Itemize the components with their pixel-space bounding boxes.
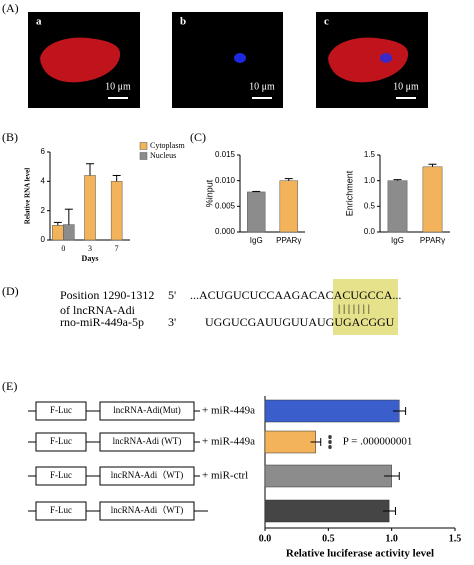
y-tick-label: 4	[41, 176, 46, 185]
bar	[264, 499, 390, 523]
position-text: Position 1290-1312	[60, 288, 154, 302]
scale-text: 10 μm	[249, 81, 275, 92]
y-tick-label: 0.000	[215, 227, 236, 236]
legend-swatch	[139, 142, 148, 150]
mirna-sequence: UGGUCGAUUGUUAUGUGACGGU	[205, 315, 395, 329]
scale-text: 10 μm	[393, 81, 419, 92]
image-bg	[172, 12, 283, 108]
x-tick-label: 3	[88, 244, 92, 253]
panel-label: (B)	[2, 130, 18, 144]
panel-label: (C)	[190, 130, 206, 144]
bar	[110, 181, 123, 241]
image-label: b	[180, 16, 186, 28]
x-tick-label: 0	[61, 244, 65, 253]
y-tick-label: 0.015	[215, 150, 236, 159]
mirna-name: rno-miR-449a-5p	[60, 315, 144, 329]
bar	[387, 180, 408, 233]
bar	[52, 225, 64, 241]
insert-label: lncRNA-Adi（WT)	[111, 470, 183, 480]
bar	[279, 180, 298, 233]
x-tick-label: 7	[115, 244, 119, 253]
panel-label: (A)	[2, 1, 19, 15]
annotation: P = .000000001	[343, 436, 413, 448]
bar	[264, 399, 400, 423]
nucleus-stain	[234, 53, 246, 63]
y-tick-label: 0.010	[215, 176, 236, 185]
end-label: 5'	[168, 288, 176, 302]
bar	[63, 224, 75, 241]
insert-label: lncRNA-Adi (WT)	[113, 436, 182, 446]
bar	[247, 191, 266, 233]
reporter-box	[35, 401, 87, 421]
panel-label: (D)	[2, 284, 19, 298]
x-tick-label: PPARγ	[276, 236, 301, 245]
x-tick-label: IgG	[391, 236, 404, 245]
cytoplasm-stain	[328, 37, 409, 83]
legend-swatch	[139, 152, 148, 160]
highlight	[333, 279, 398, 335]
y-tick-label: 0.0	[364, 227, 376, 236]
x-tick-label: 1.5	[449, 533, 462, 544]
y-tick-label: 0.005	[215, 201, 236, 210]
image-b: b 10 μm	[172, 12, 283, 108]
reporter-box	[35, 501, 87, 521]
y-tick-label: 1.0	[364, 176, 376, 185]
x-tick-label: IgG	[250, 236, 263, 245]
x-axis-label: Days	[82, 254, 99, 263]
y-tick-label: 0.5	[364, 201, 376, 210]
treatment-label: + miR-ctrl	[202, 470, 248, 482]
panel-label: (E)	[2, 379, 17, 393]
insert-label: lncRNA-Adi（WT)	[111, 505, 183, 515]
y-axis-label: Relative RNA level	[24, 168, 32, 224]
image-label: a	[36, 16, 42, 28]
y-tick-label: 2	[41, 206, 46, 215]
image-a: a 10 μm	[28, 12, 140, 108]
reporter-box	[35, 466, 87, 486]
treatment-label: + miR-449a	[202, 436, 255, 448]
x-tick-label: PPARγ	[420, 236, 445, 245]
x-tick-label: 0.5	[322, 533, 335, 544]
insert-box	[99, 401, 195, 421]
end-label: 3'	[168, 315, 176, 329]
insert-box	[99, 466, 195, 486]
x-axis-label: Relative luciferase activity level	[286, 548, 434, 560]
gene-text: of lncRNA-Adi	[60, 303, 136, 317]
treatment-label: + miR-449a	[202, 405, 255, 417]
bar	[84, 175, 96, 241]
x-tick-label: 0.0	[259, 533, 272, 544]
reporter-box	[35, 432, 87, 452]
y-tick-label: 1.5	[364, 150, 376, 159]
reporter-label: F-Luc	[50, 405, 72, 415]
pairing: | | | | | | |	[338, 303, 370, 315]
legend-label: Cytoplasm	[150, 141, 185, 150]
bar	[422, 166, 443, 233]
reporter-label: F-Luc	[50, 436, 72, 446]
insert-label: lncRNA-Adi(Mut)	[113, 405, 181, 415]
lnc-sequence: ...ACUGUCUCCAAGACACACUGCCA...	[190, 288, 401, 302]
annotation: ***	[327, 435, 338, 450]
y-tick-label: 6	[41, 147, 46, 156]
insert-box	[99, 432, 195, 452]
y-tick-label: 0	[41, 235, 46, 244]
legend-label: Nucleus	[150, 151, 176, 160]
reporter-label: F-Luc	[50, 505, 72, 515]
nucleus-stain	[380, 53, 392, 63]
cytoplasm-stain	[40, 37, 121, 83]
image-label: c	[324, 16, 329, 28]
insert-box	[99, 501, 195, 521]
bar	[264, 430, 316, 454]
scale-text: 10 μm	[105, 81, 131, 92]
image-c: c 10 μm	[316, 12, 428, 108]
bar	[264, 464, 392, 488]
y-axis-label: %input	[204, 179, 214, 207]
reporter-label: F-Luc	[50, 470, 72, 480]
x-tick-label: 1.0	[385, 533, 398, 544]
y-axis-label: Enrichment	[344, 170, 354, 216]
